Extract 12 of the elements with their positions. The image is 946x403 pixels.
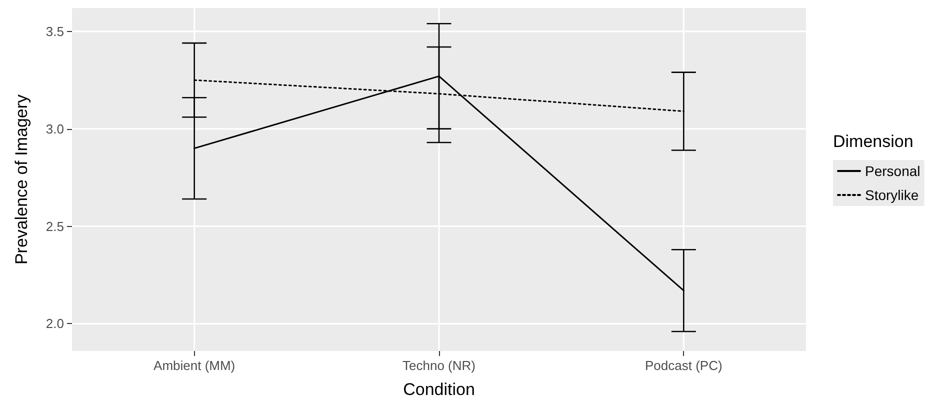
legend-label: Personal <box>865 163 920 179</box>
y-tick-label: 2.0 <box>46 316 64 332</box>
legend-label: Storylike <box>865 187 919 203</box>
x-tick-label: Podcast (PC) <box>645 358 722 373</box>
y-tick-label: 2.5 <box>46 218 64 234</box>
x-tick-label: Ambient (MM) <box>154 358 236 373</box>
x-axis-title: Condition <box>403 380 475 399</box>
y-axis-title: Prevalence of Imagery <box>12 94 31 265</box>
x-tick-label: Techno (NR) <box>402 358 476 373</box>
y-tick-label: 3.0 <box>46 121 64 136</box>
legend-title: Dimension <box>833 132 914 151</box>
y-tick-label: 3.5 <box>46 24 64 39</box>
